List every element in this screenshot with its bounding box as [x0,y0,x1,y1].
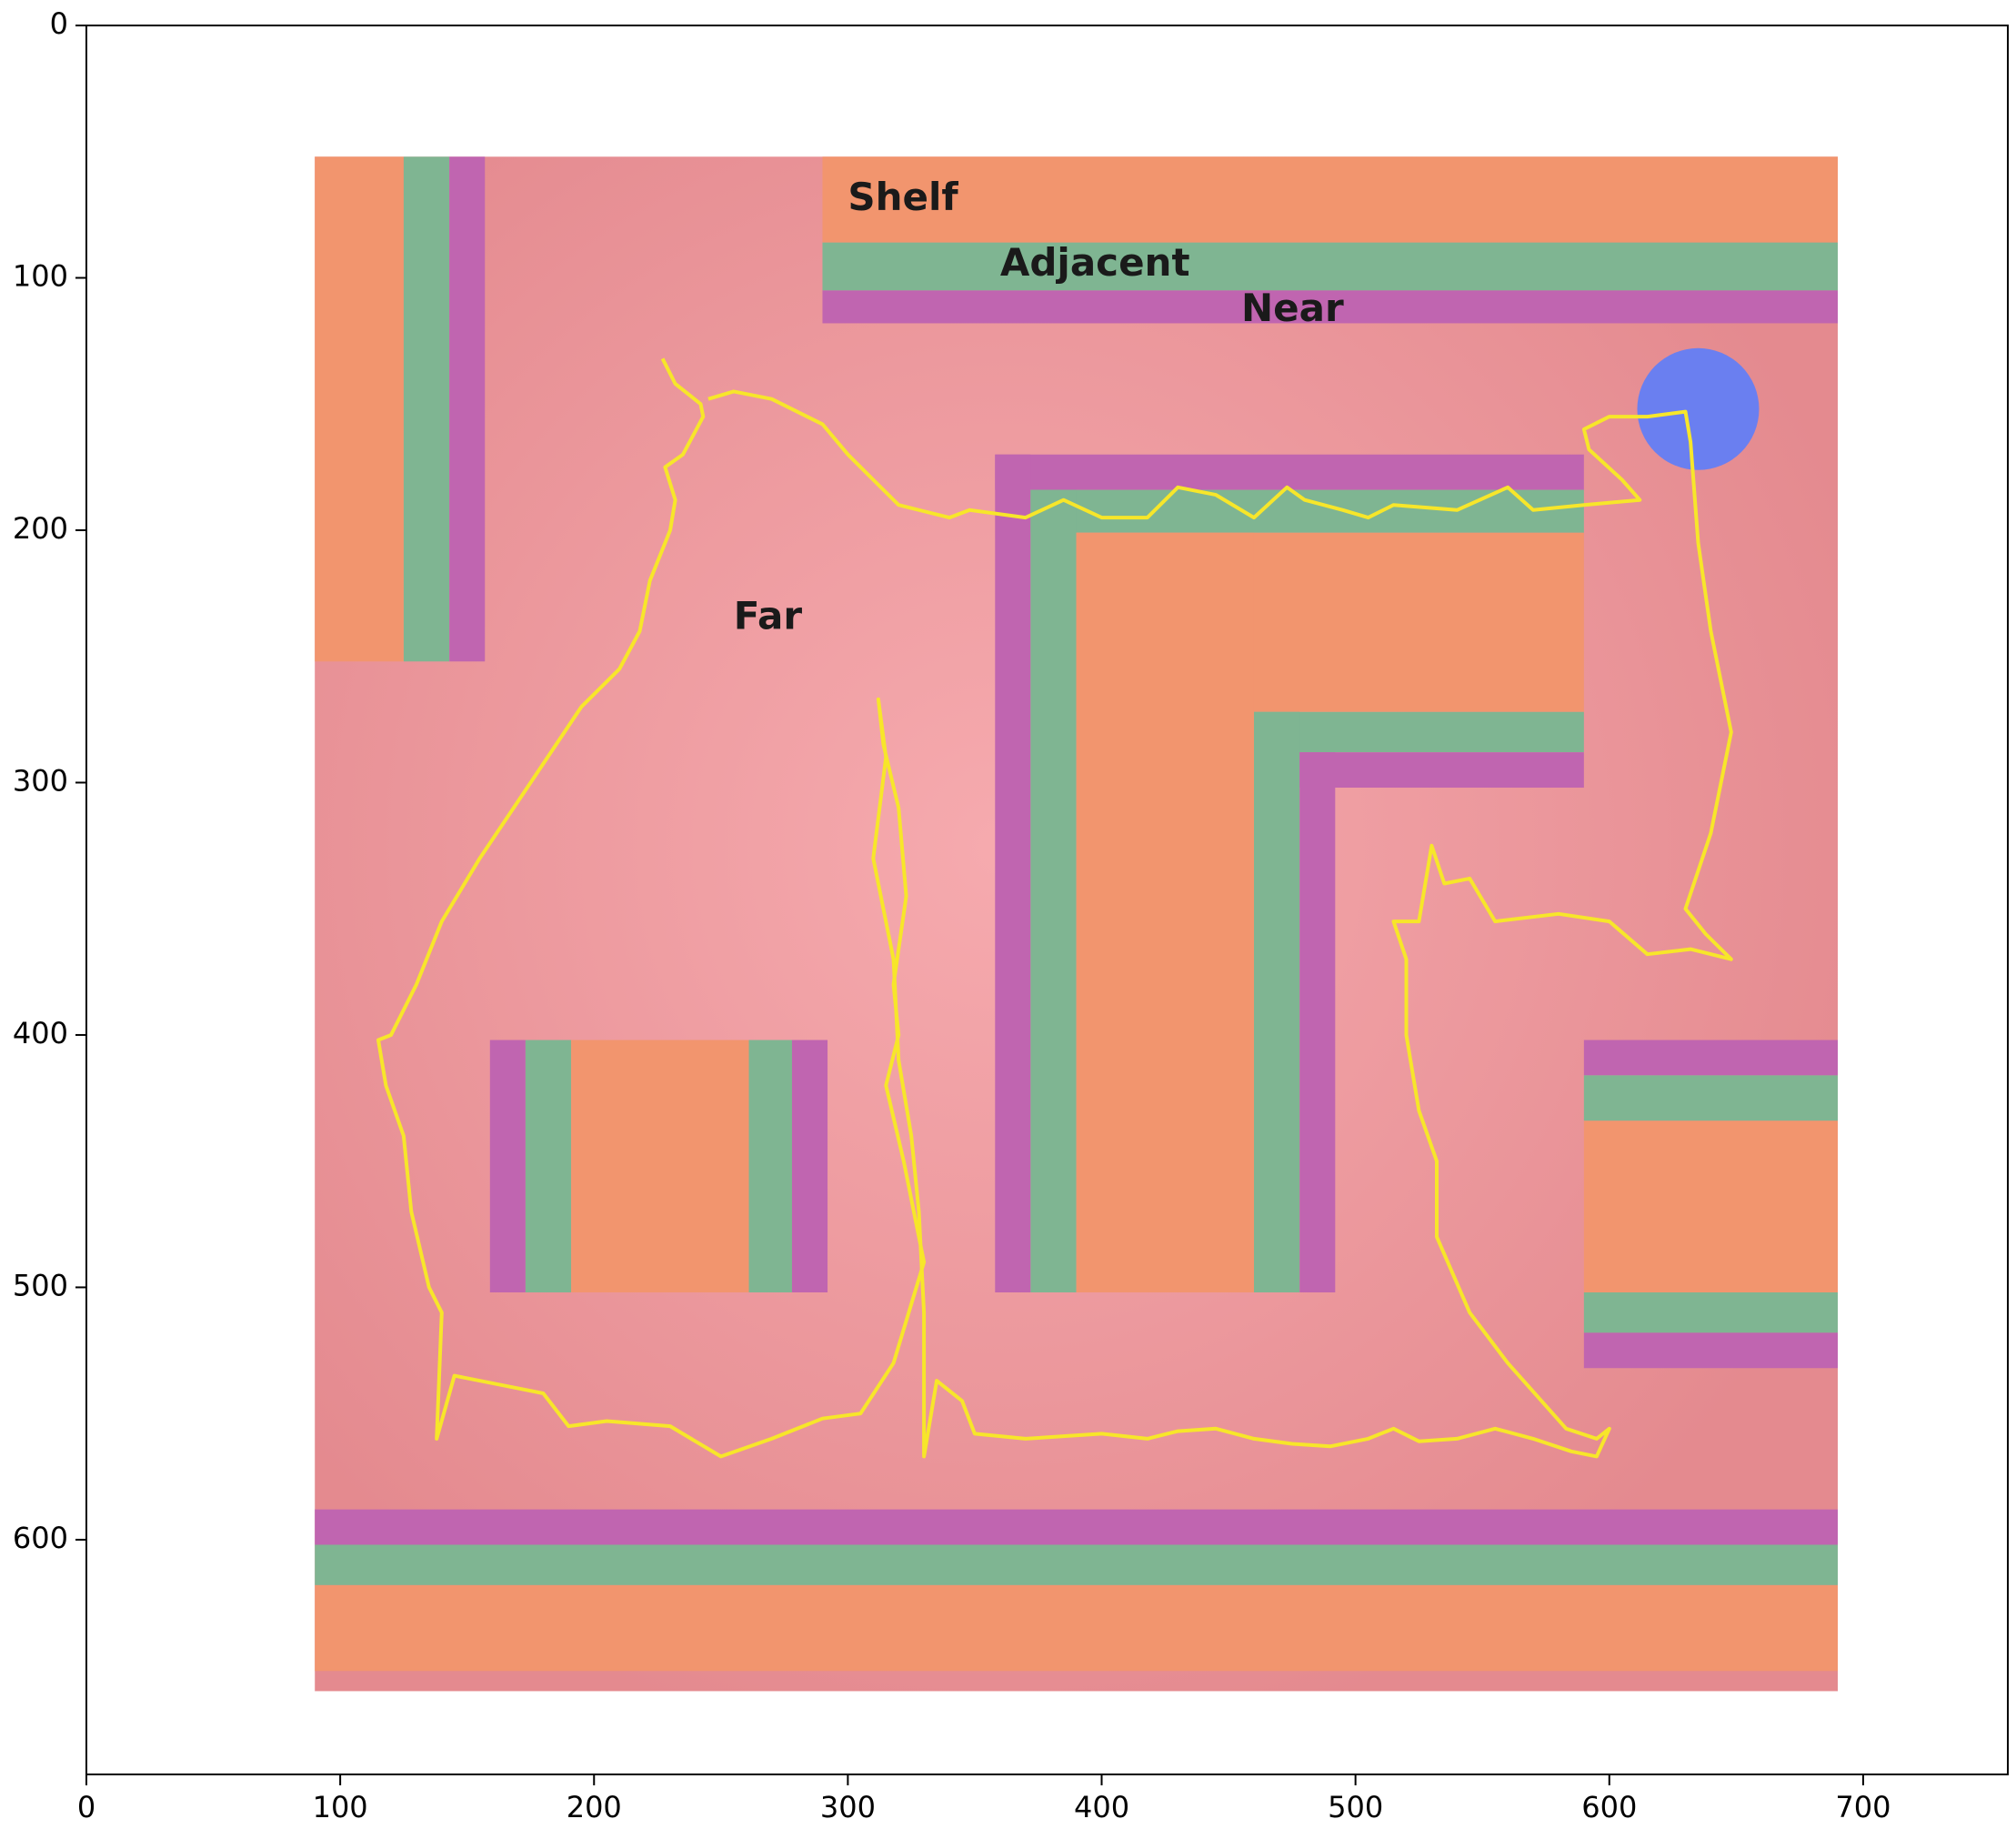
axes-frame [85,25,2009,1775]
floor-region [315,1544,1838,1585]
floor-region [403,156,450,662]
x-tick-label: 200 [567,1790,622,1824]
y-tick-label: 400 [13,1016,68,1050]
floor-region [1030,489,1584,533]
floor-region [525,1040,572,1292]
y-tick-label: 500 [13,1268,68,1302]
floor-region [1299,752,1584,789]
x-tick-label: 300 [820,1790,876,1824]
floor-region [1583,1120,1838,1292]
annotation: Near [1241,286,1344,330]
y-tick-label: 0 [50,6,68,41]
floor-region [1253,711,1300,1292]
floor-region [1583,1291,1838,1333]
y-tick-label: 200 [13,511,68,546]
goal [1637,347,1760,470]
x-tick-label: 400 [1074,1790,1129,1824]
annotation: Shelf [848,175,958,219]
floor-region [1253,711,1584,753]
floor-region [315,156,404,662]
floor-region [1030,489,1077,1292]
floor-region [1583,1040,1838,1076]
floor-region [449,156,486,662]
floor-region [1583,1332,1838,1369]
x-tick-label: 0 [77,1790,95,1824]
floor-region [1583,1075,1838,1121]
floor-region [995,454,1031,1292]
floor-region [1076,532,1254,1292]
x-tick-label: 100 [313,1790,368,1824]
floor-region [822,290,1838,324]
y-tick-label: 600 [13,1521,68,1555]
floor-region [315,1584,1838,1672]
floor-region [995,454,1584,490]
trajectory [376,357,1733,1459]
y-tick-label: 100 [13,258,68,293]
annotation: Far [734,594,803,638]
floor-region [489,1040,526,1292]
floor-region [571,1040,749,1292]
floor-region [1299,752,1336,1292]
x-tick-label: 600 [1581,1790,1637,1824]
floor-region [748,1040,792,1292]
annotation: Adjacent [1000,240,1190,285]
floor-region [822,242,1838,291]
floor-region [791,1040,828,1292]
floor-region [315,1509,1838,1545]
y-tick-label: 300 [13,763,68,798]
x-tick-label: 500 [1328,1790,1383,1824]
x-tick-label: 700 [1835,1790,1891,1824]
floor-region [822,156,1838,243]
